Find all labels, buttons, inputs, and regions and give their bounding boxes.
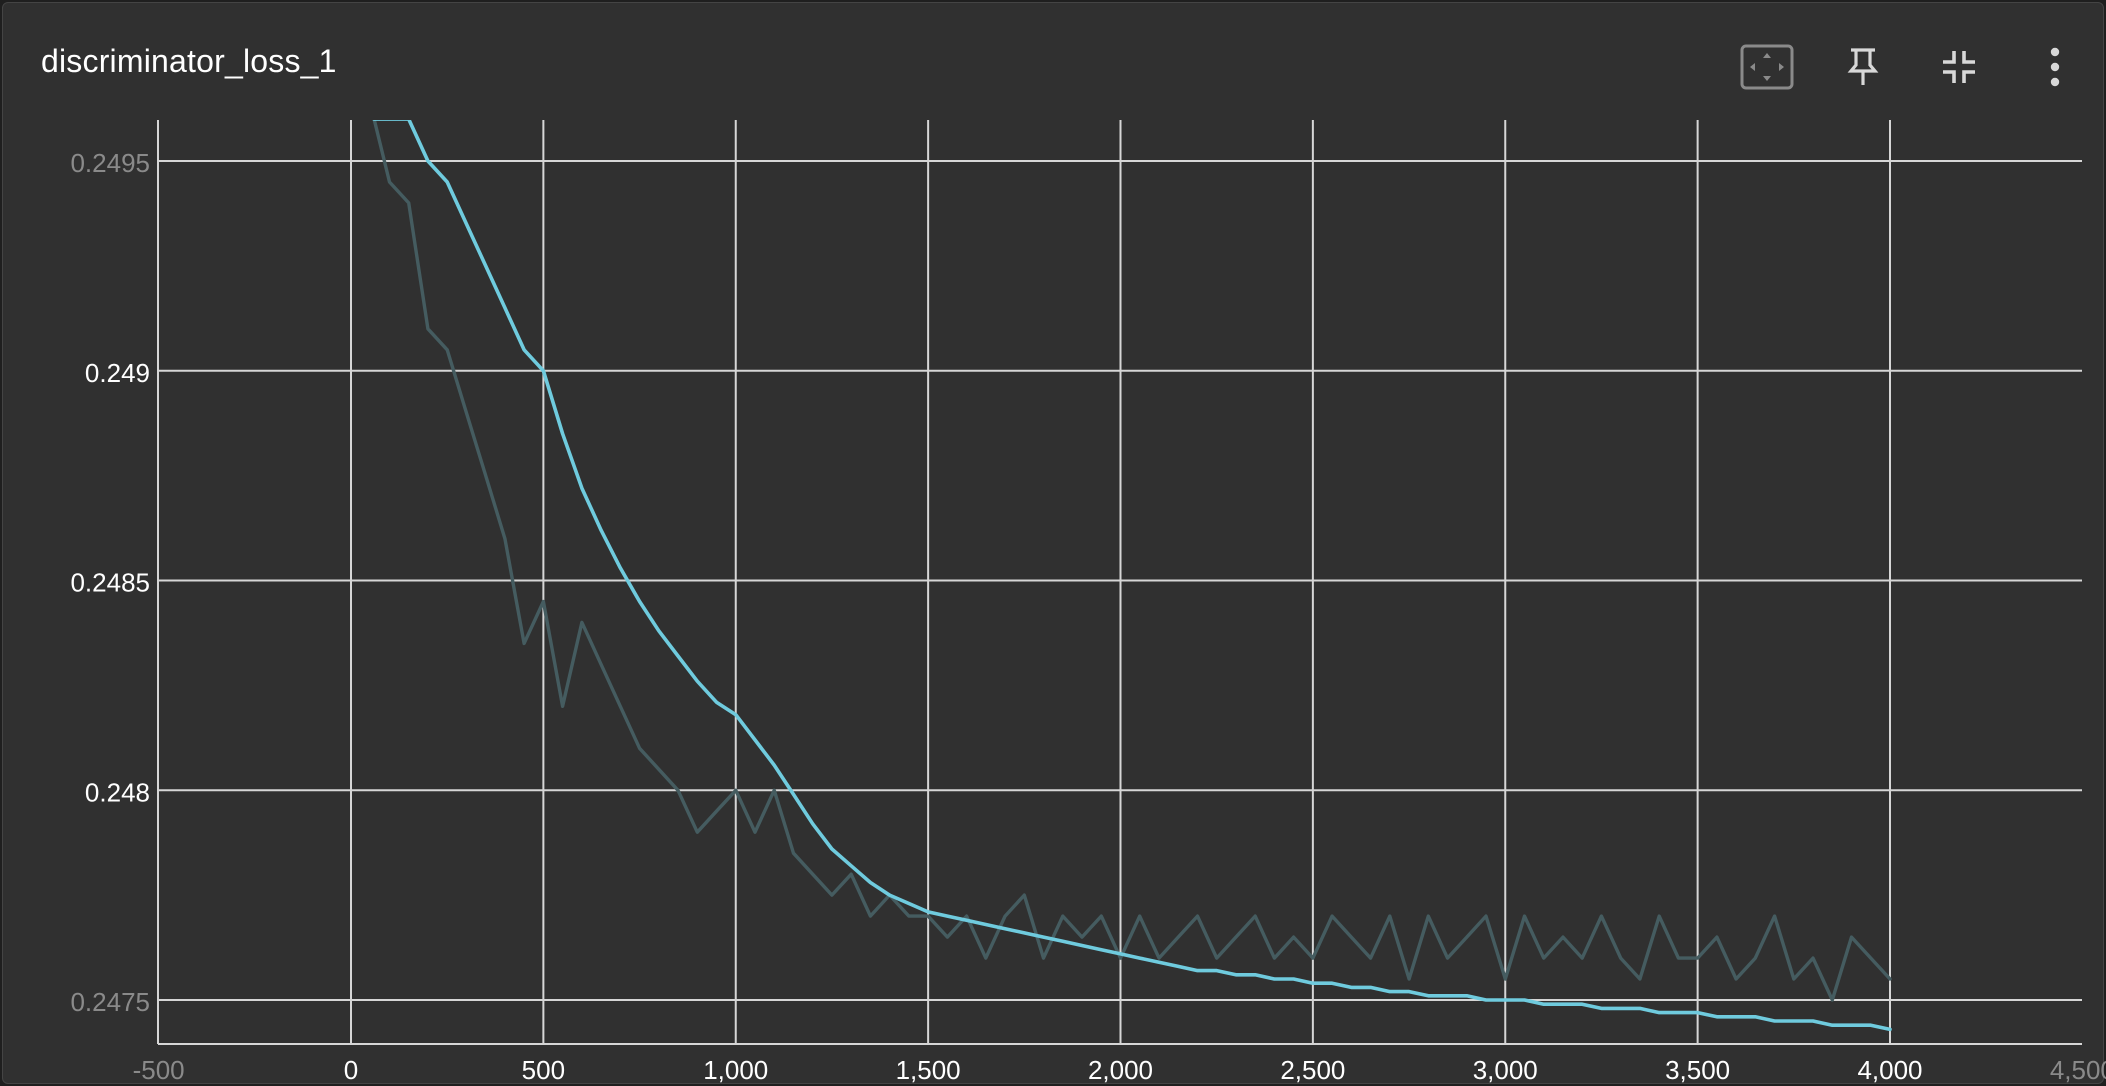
x-tick-label: -500: [133, 1055, 185, 1085]
fit-domain-button[interactable]: [1739, 39, 1795, 95]
x-tick-label: 3,500: [1665, 1055, 1730, 1085]
smoothed-series-line: [372, 120, 1892, 1032]
raw-series-line: [372, 120, 1892, 1002]
x-tick-label: 500: [522, 1055, 565, 1085]
x-tick-label: 0: [344, 1055, 358, 1085]
collapse-button[interactable]: [1931, 39, 1987, 95]
pin-icon: [1847, 48, 1879, 85]
x-tick-label: 4,000: [1857, 1055, 1922, 1085]
more-vert-icon: [2050, 47, 2060, 87]
x-tick-label: 4,500: [2050, 1055, 2106, 1085]
x-tick-label: 1,000: [703, 1055, 768, 1085]
y-tick-label: 0.248: [85, 777, 150, 807]
y-tick-label: 0.2485: [70, 568, 150, 598]
y-tick-label: 0.2475: [70, 987, 150, 1017]
more-options-button[interactable]: [2027, 39, 2083, 95]
y-tick-label: 0.249: [85, 358, 150, 388]
pin-button[interactable]: [1835, 39, 1891, 95]
x-tick-label: 2,000: [1088, 1055, 1153, 1085]
x-tick-label: 1,500: [896, 1055, 961, 1085]
collapse-icon: [1943, 51, 1975, 83]
series-group: [372, 120, 1892, 1032]
x-tick-label: 2,500: [1280, 1055, 1345, 1085]
y-tick-label: 0.2495: [70, 148, 150, 178]
card-toolbar: [1699, 39, 2083, 95]
x-tick-label: 3,000: [1473, 1055, 1538, 1085]
card-title: discriminator_loss_1: [41, 43, 337, 79]
grid-lines: [158, 120, 2082, 1044]
fit-domain-icon: [1740, 44, 1794, 90]
